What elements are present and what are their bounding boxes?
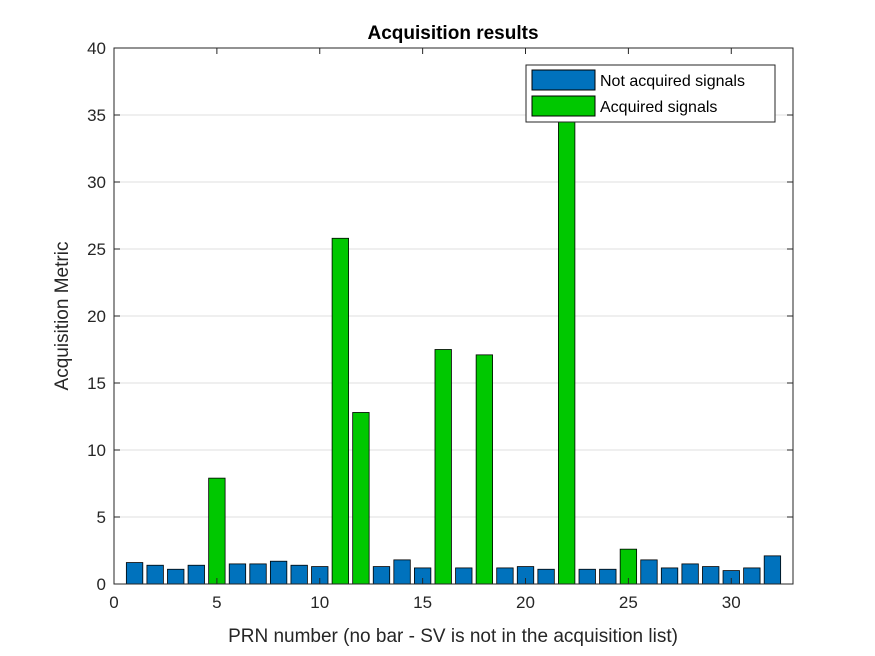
y-tick-label: 20 bbox=[87, 307, 106, 326]
y-tick-label: 5 bbox=[97, 508, 106, 527]
y-tick-label: 0 bbox=[97, 575, 106, 594]
legend-swatch-acquired bbox=[531, 95, 596, 117]
bar-not-acquired bbox=[537, 568, 555, 585]
bar-not-acquired bbox=[187, 564, 205, 585]
bar-not-acquired bbox=[393, 559, 411, 585]
bar-not-acquired bbox=[681, 563, 699, 585]
bars bbox=[125, 119, 782, 585]
x-tick-label: 10 bbox=[310, 593, 329, 612]
bar-not-acquired bbox=[372, 566, 391, 585]
x-tick-label: 20 bbox=[516, 593, 535, 612]
bar-not-acquired bbox=[599, 568, 617, 585]
legend-label-not-acquired: Not acquired signals bbox=[600, 73, 745, 90]
x-axis-label: PRN number (no bar - SV is not in the ac… bbox=[228, 626, 678, 647]
bar-acquired bbox=[558, 119, 576, 585]
y-tick-label: 35 bbox=[87, 106, 106, 125]
bar-not-acquired bbox=[269, 560, 288, 585]
y-axis: 0 5 10 15 20 25 30 35 40 bbox=[87, 39, 793, 594]
bar-not-acquired bbox=[146, 564, 164, 585]
bar-not-acquired bbox=[702, 566, 720, 585]
grid-lines bbox=[114, 114, 793, 518]
legend: Not acquired signals Acquired signals bbox=[525, 64, 776, 123]
bar-not-acquired bbox=[660, 567, 679, 585]
x-tick-label: 25 bbox=[619, 593, 638, 612]
y-tick-label: 25 bbox=[87, 240, 106, 259]
bar-not-acquired bbox=[496, 567, 514, 585]
bar-not-acquired bbox=[640, 559, 658, 585]
bar-acquired bbox=[331, 237, 349, 585]
x-tick-label: 30 bbox=[722, 593, 741, 612]
bar-not-acquired bbox=[249, 563, 267, 585]
x-tick-label: 15 bbox=[413, 593, 432, 612]
bar-not-acquired bbox=[578, 568, 596, 585]
bar-not-acquired bbox=[743, 567, 761, 585]
bar-not-acquired bbox=[455, 567, 473, 585]
legend-label-acquired: Acquired signals bbox=[600, 99, 717, 116]
bar-not-acquired bbox=[763, 555, 782, 585]
bar-not-acquired bbox=[290, 564, 308, 585]
x-tick-label: 5 bbox=[212, 593, 221, 612]
y-tick-label: 30 bbox=[87, 173, 106, 192]
bar-not-acquired bbox=[228, 563, 247, 585]
bar-acquired bbox=[352, 412, 370, 585]
bar-acquired bbox=[208, 477, 226, 585]
bar-acquired bbox=[434, 349, 452, 585]
y-axis-label: Acquisition Metric bbox=[52, 242, 73, 391]
bar-acquired bbox=[475, 354, 493, 585]
y-tick-label: 40 bbox=[87, 39, 106, 58]
y-tick-label: 15 bbox=[87, 374, 106, 393]
chart-title: Acquisition results bbox=[367, 23, 538, 44]
legend-swatch-not-acquired bbox=[531, 69, 596, 91]
bar-not-acquired bbox=[125, 562, 144, 585]
y-tick-label: 10 bbox=[87, 441, 106, 460]
x-axis: 0 5 10 15 20 25 30 bbox=[109, 48, 741, 612]
x-tick-label: 0 bbox=[109, 593, 118, 612]
bar-not-acquired bbox=[167, 568, 185, 585]
